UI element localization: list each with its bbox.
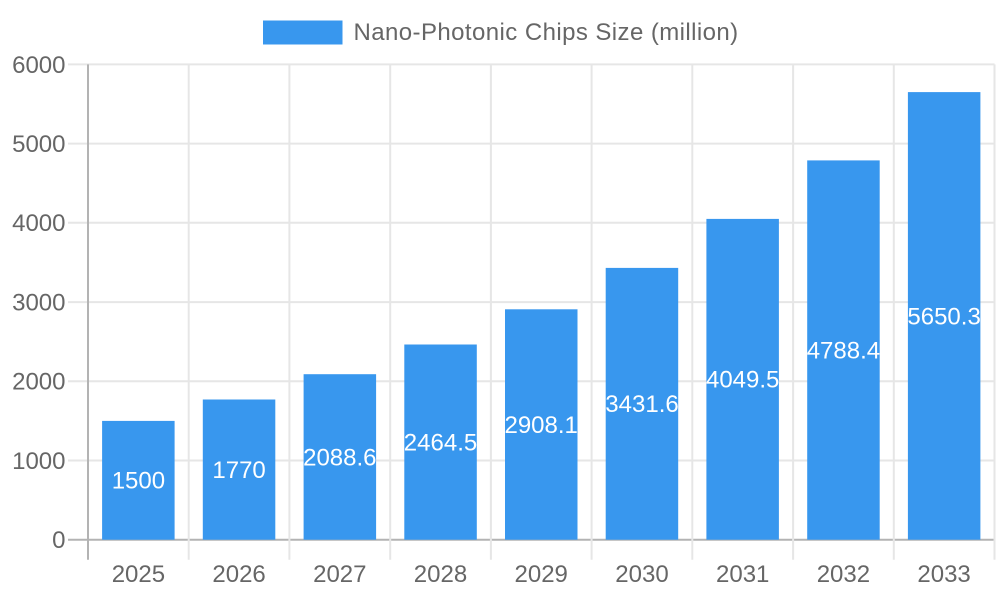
svg-text:3431.6: 3431.6 [605, 391, 678, 418]
svg-text:2033: 2033 [917, 561, 970, 588]
svg-text:2088.6: 2088.6 [303, 444, 376, 471]
svg-text:5000: 5000 [12, 131, 65, 158]
svg-text:5650.3: 5650.3 [907, 303, 980, 330]
svg-text:2029: 2029 [515, 561, 568, 588]
svg-text:4049.5: 4049.5 [706, 367, 779, 394]
svg-text:1500: 1500 [112, 468, 165, 495]
svg-text:4788.4: 4788.4 [807, 337, 880, 364]
svg-text:1000: 1000 [12, 448, 65, 475]
svg-text:2031: 2031 [716, 561, 769, 588]
svg-text:1770: 1770 [212, 457, 265, 484]
svg-text:2025: 2025 [112, 561, 165, 588]
svg-text:2000: 2000 [12, 369, 65, 396]
svg-text:2026: 2026 [212, 561, 265, 588]
svg-text:Nano-Photonic Chips Size (mill: Nano-Photonic Chips Size (million) [354, 19, 739, 46]
svg-text:0: 0 [52, 527, 65, 554]
svg-text:4000: 4000 [12, 210, 65, 237]
svg-text:2030: 2030 [615, 561, 668, 588]
svg-text:2027: 2027 [313, 561, 366, 588]
svg-text:2028: 2028 [414, 561, 467, 588]
svg-text:3000: 3000 [12, 290, 65, 317]
svg-text:2464.5: 2464.5 [404, 430, 477, 457]
svg-text:6000: 6000 [12, 52, 65, 79]
svg-text:2032: 2032 [817, 561, 870, 588]
svg-text:2908.1: 2908.1 [504, 412, 577, 439]
